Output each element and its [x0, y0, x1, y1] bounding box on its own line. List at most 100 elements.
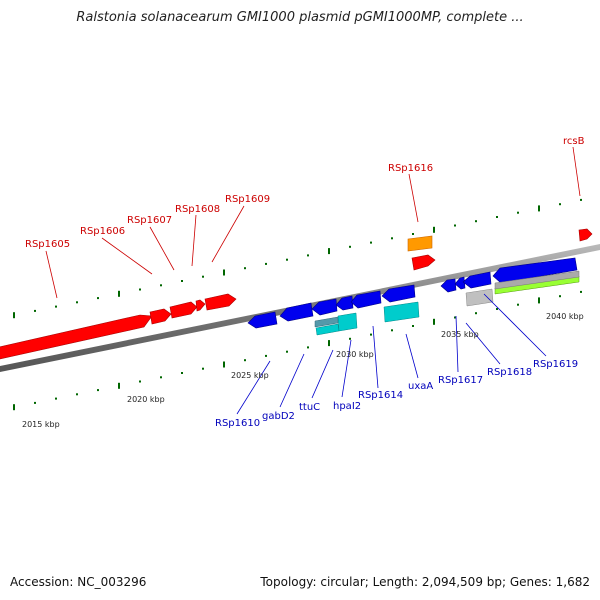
gene-labels: RSp1605 RSp1606 RSp1607 RSp1608 RSp1609 … [25, 136, 585, 429]
outer-tick-mark [202, 275, 204, 278]
inner-tick-mark [517, 303, 519, 306]
accession-label: Accession: NC_003296 [10, 575, 147, 589]
outer-tick-mark [139, 288, 141, 291]
kbp-label-2035: 2035 kbp [441, 330, 479, 339]
outer-tick-mark [307, 254, 309, 257]
inner-tick-mark [139, 380, 141, 383]
outer-tick-mark [517, 211, 519, 214]
rna-feature-hpaI2[interactable] [337, 312, 358, 332]
outer-tick-mark [538, 205, 540, 212]
gene-rcsB[interactable] [578, 228, 593, 242]
inner-tick-mark [244, 359, 246, 362]
inner-tick-mark [97, 389, 99, 392]
label-RSp1610: RSp1610 [215, 418, 260, 429]
gene-ttuC[interactable] [311, 298, 338, 316]
kbp-label-2020: 2020 kbp [127, 395, 165, 404]
gene-RSp1617a[interactable] [440, 278, 457, 293]
gene-RSp1614[interactable] [350, 290, 382, 309]
outer-tick-mark [160, 284, 162, 287]
outer-tick-mark [328, 248, 330, 255]
label-uxaA: uxaA [408, 381, 433, 392]
kbp-label-2015: 2015 kbp [22, 420, 60, 429]
label-gabD2: gabD2 [262, 411, 295, 422]
gene-RSp1606[interactable] [149, 308, 172, 325]
gene-gabD2[interactable] [279, 302, 314, 322]
outer-tick-mark [118, 290, 120, 297]
label-RSp1609: RSp1609 [225, 194, 270, 205]
inner-tick-mark [13, 404, 15, 411]
gene-RSp1610[interactable] [247, 311, 278, 329]
outer-tick-mark [433, 226, 435, 233]
label-RSp1608: RSp1608 [175, 204, 220, 215]
gene-RSp1618[interactable] [462, 271, 492, 289]
label-RSp1618: RSp1618 [487, 367, 532, 378]
inner-tick-mark [76, 393, 78, 396]
label-RSp1614: RSp1614 [358, 390, 403, 401]
gene-hpaI2[interactable] [335, 295, 354, 311]
gene-label-leaders [45, 146, 581, 415]
misc-feature-orange[interactable] [407, 235, 433, 252]
outer-tick-mark [34, 309, 36, 312]
outer-tick-row [13, 198, 582, 319]
kbp-labels: 2015 kbp 2020 kbp 2025 kbp 2030 kbp 2035… [22, 312, 584, 429]
outer-tick-mark [55, 305, 57, 308]
gene-RSp1608[interactable] [195, 299, 206, 312]
outer-tick-mark [181, 280, 183, 282]
gene-RSp1617b[interactable] [454, 276, 466, 290]
kbp-label-2030: 2030 kbp [336, 350, 374, 359]
outer-tick-mark [244, 267, 246, 270]
outer-tick-mark [97, 297, 99, 300]
inner-tick-mark [412, 325, 414, 327]
inner-tick-mark [265, 354, 267, 357]
outer-tick-mark [76, 301, 78, 304]
label-ttuC: ttuC [299, 402, 320, 413]
forward-strand-genes [0, 228, 593, 360]
feature-grey-band[interactable] [494, 270, 580, 290]
label-rcsB: rcsB [563, 136, 585, 147]
inner-tick-mark [454, 316, 456, 319]
reverse-strand-features [314, 270, 580, 336]
gene-RSp1605[interactable] [0, 314, 153, 360]
inner-tick-mark [160, 376, 162, 379]
inner-tick-row [13, 290, 582, 411]
gene-RSp1607[interactable] [169, 301, 198, 319]
outer-tick-mark [580, 198, 582, 201]
gene-RSp1616[interactable] [411, 254, 436, 271]
inner-tick-mark [307, 346, 309, 349]
inner-tick-mark [370, 333, 372, 336]
rna-feature-ttuC[interactable] [314, 316, 339, 328]
outer-tick-mark [475, 220, 477, 223]
inner-tick-mark [559, 295, 561, 298]
inner-tick-mark [181, 372, 183, 374]
label-RSp1607: RSp1607 [127, 215, 172, 226]
other-feature-grey[interactable] [465, 288, 494, 307]
kbp-label-2040: 2040 kbp [546, 312, 584, 321]
inner-tick-mark [349, 337, 351, 340]
reverse-strand-genes [247, 257, 578, 329]
map-title: Ralstonia solanacearum GMI1000 plasmid p… [76, 10, 524, 25]
outer-tick-mark [496, 216, 498, 218]
rna-feature-uxaA[interactable] [383, 301, 420, 323]
inner-tick-mark [34, 401, 36, 404]
inner-tick-mark [286, 350, 288, 353]
inner-tick-mark [433, 318, 435, 325]
outer-tick-mark [412, 233, 414, 235]
outer-tick-mark [13, 312, 15, 319]
outer-tick-mark [349, 245, 351, 248]
inner-tick-mark [475, 312, 477, 315]
label-RSp1616: RSp1616 [388, 163, 433, 174]
inner-tick-mark [580, 290, 582, 293]
inner-tick-mark [391, 329, 393, 332]
outer-tick-mark [370, 241, 372, 244]
inner-tick-mark [496, 308, 498, 310]
outer-tick-mark [286, 258, 288, 261]
gene-RSp1609[interactable] [204, 293, 237, 311]
label-RSp1606: RSp1606 [80, 226, 125, 237]
inner-tick-mark [202, 367, 204, 370]
outer-tick-mark [391, 237, 393, 240]
outer-tick-mark [454, 224, 456, 227]
inner-tick-mark [55, 397, 57, 400]
gene-uxaA[interactable] [381, 284, 416, 303]
label-RSp1605: RSp1605 [25, 239, 70, 250]
